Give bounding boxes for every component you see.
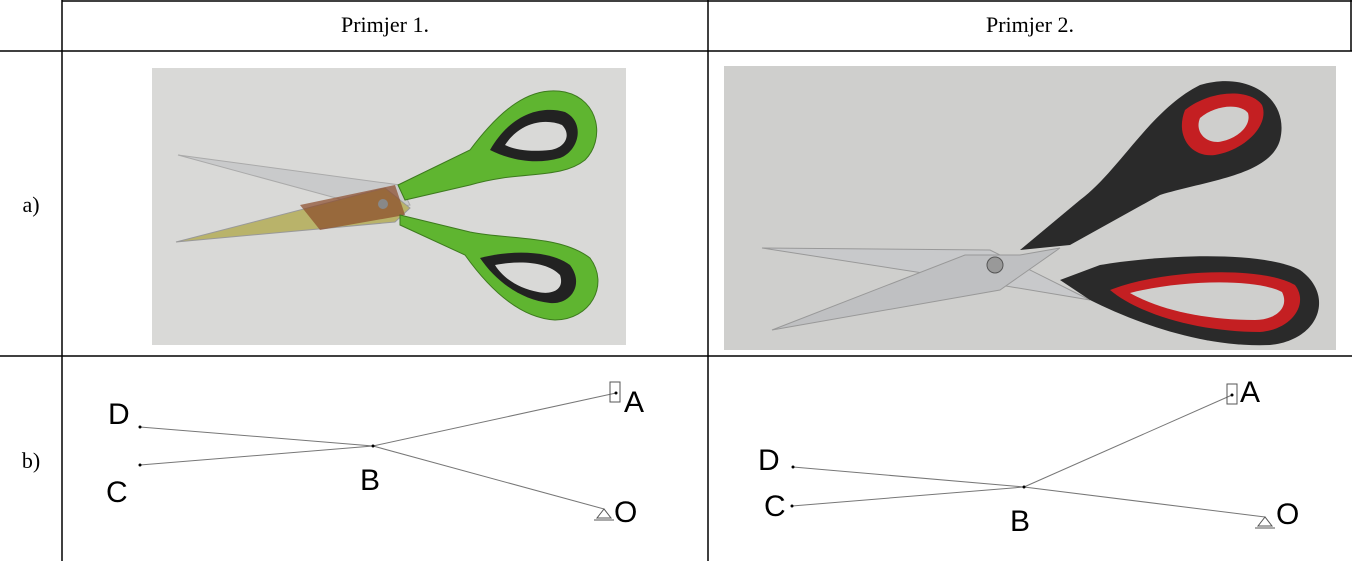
photo-scissors-red [724, 66, 1336, 350]
point-label: D [108, 398, 130, 431]
point-label: B [1010, 505, 1030, 538]
linkage-diagram: D A B C O [758, 376, 1299, 538]
point-label: D [758, 444, 780, 477]
column-header: Primjer 1. [341, 12, 429, 37]
point-label: A [624, 386, 644, 419]
row-label: a) [22, 192, 39, 217]
point-label: C [106, 476, 128, 509]
row-label: b) [22, 448, 40, 473]
point-label: O [1276, 498, 1299, 531]
linkage-diagram: D A B C O [106, 381, 644, 529]
column-header: Primjer 2. [986, 12, 1074, 37]
point-label: B [360, 464, 380, 497]
point-label: C [764, 490, 786, 523]
point-label: A [1240, 376, 1260, 409]
photo-scissors-green [152, 68, 626, 345]
point-label: O [614, 496, 637, 529]
